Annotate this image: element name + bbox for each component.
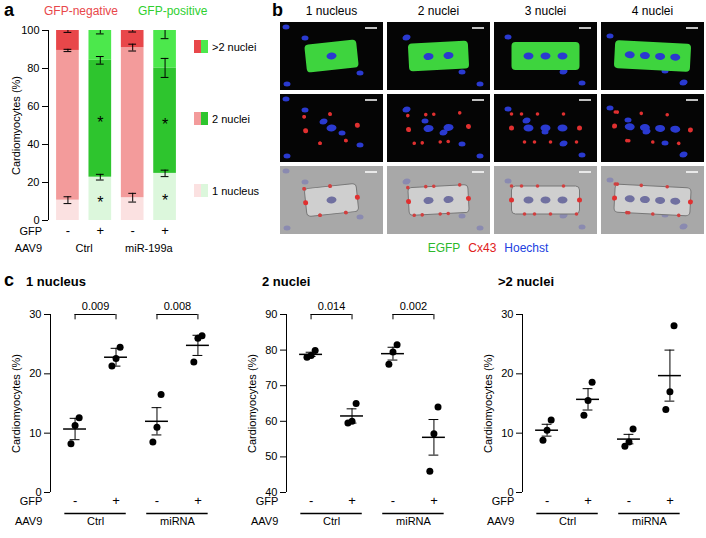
svg-text:3 nuclei: 3 nuclei: [525, 4, 566, 18]
html-text:2 nuclei: 2 nuclei: [262, 274, 311, 289]
svg-text:-: -: [309, 493, 313, 508]
svg-text:+: +: [112, 493, 120, 508]
svg-text:+: +: [97, 223, 105, 238]
svg-text:Ctrl: Ctrl: [87, 515, 104, 527]
svg-text:20: 20: [27, 176, 39, 188]
svg-text:miRNA: miRNA: [632, 515, 667, 527]
svg-text:+: +: [161, 223, 169, 238]
svg-text:AAV9: AAV9: [487, 515, 514, 527]
svg-text:GFP: GFP: [20, 495, 43, 507]
svg-text:2 nuclei: 2 nuclei: [418, 4, 459, 18]
svg-text:0.014: 0.014: [318, 300, 346, 312]
svg-text:-: -: [131, 223, 135, 238]
html-text:>2 nuclei: >2 nuclei: [212, 40, 257, 53]
svg-text:0.009: 0.009: [82, 300, 110, 312]
svg-text:0.002: 0.002: [400, 300, 428, 312]
html-text:1 nucleus: 1 nucleus: [26, 274, 86, 289]
svg-text:AAV9: AAV9: [15, 242, 42, 254]
svg-text:50: 50: [265, 450, 277, 462]
html-text:1 nucleus: 1 nucleus: [212, 184, 260, 197]
svg-text:+: +: [194, 493, 202, 508]
svg-text:100: 100: [21, 24, 39, 36]
svg-text:*: *: [162, 116, 168, 133]
svg-text:miRNA: miRNA: [396, 515, 431, 527]
svg-text:-: -: [391, 493, 395, 508]
html-text:GFP-positive: GFP-positive: [138, 4, 208, 18]
svg-text:Ctrl: Ctrl: [76, 242, 93, 254]
svg-text:4 nuclei: 4 nuclei: [632, 4, 673, 18]
svg-text:80: 80: [27, 62, 39, 74]
svg-text:Ctrl: Ctrl: [323, 515, 340, 527]
svg-text:60: 60: [265, 415, 277, 427]
svg-text:Cardiomyocytes (%): Cardiomyocytes (%): [482, 354, 494, 453]
svg-text:+: +: [348, 493, 356, 508]
svg-text:Cardiomyocytes (%): Cardiomyocytes (%): [10, 76, 22, 175]
svg-text:-: -: [73, 493, 77, 508]
svg-text:0.008: 0.008: [164, 300, 192, 312]
svg-text:60: 60: [27, 100, 39, 112]
svg-text:30: 30: [501, 308, 513, 320]
svg-text:20: 20: [29, 367, 41, 379]
svg-text:-: -: [155, 493, 159, 508]
svg-text:1 nucleus: 1 nucleus: [306, 4, 357, 18]
html-text:c: c: [4, 270, 14, 290]
svg-text:AAV9: AAV9: [15, 515, 42, 527]
svg-text:70: 70: [265, 379, 277, 391]
svg-text:10: 10: [29, 427, 41, 439]
svg-text:GFP: GFP: [256, 495, 279, 507]
svg-text:+: +: [666, 493, 674, 508]
svg-text:0: 0: [35, 486, 42, 498]
html-text:b: b: [272, 0, 283, 20]
svg-text:+: +: [430, 493, 438, 508]
svg-text:*: *: [97, 114, 103, 131]
svg-text:-: -: [545, 493, 549, 508]
svg-text:10: 10: [501, 427, 513, 439]
svg-text:Ctrl: Ctrl: [559, 515, 576, 527]
svg-text:Cardiomyocytes (%): Cardiomyocytes (%): [10, 354, 22, 453]
svg-text:20: 20: [501, 367, 513, 379]
svg-text:80: 80: [265, 344, 277, 356]
svg-text:miRNA: miRNA: [160, 515, 195, 527]
svg-text:30: 30: [29, 308, 41, 320]
svg-text:-: -: [627, 493, 631, 508]
svg-text:*: *: [162, 192, 168, 209]
svg-text:Cardiomyocytes (%): Cardiomyocytes (%): [246, 354, 258, 453]
svg-text:40: 40: [27, 138, 39, 150]
html-text:2 nuclei: 2 nuclei: [212, 112, 250, 125]
svg-text:GFP: GFP: [19, 225, 42, 237]
svg-text:EGFPCx43Hoechst: EGFPCx43Hoechst: [428, 241, 549, 255]
svg-text:90: 90: [265, 308, 277, 320]
svg-text:0: 0: [507, 486, 514, 498]
html-text:>2 nuclei: >2 nuclei: [498, 274, 554, 289]
svg-text:+: +: [584, 493, 592, 508]
svg-text:40: 40: [265, 486, 278, 498]
svg-text:GFP: GFP: [492, 495, 515, 507]
html-text:a: a: [4, 0, 14, 20]
html-text:GFP-negative: GFP-negative: [44, 4, 118, 18]
svg-text:miR-199a: miR-199a: [125, 242, 174, 254]
svg-text:-: -: [66, 223, 70, 238]
svg-text:*: *: [97, 194, 103, 211]
svg-text:AAV9: AAV9: [251, 515, 278, 527]
svg-text:0: 0: [33, 214, 40, 226]
